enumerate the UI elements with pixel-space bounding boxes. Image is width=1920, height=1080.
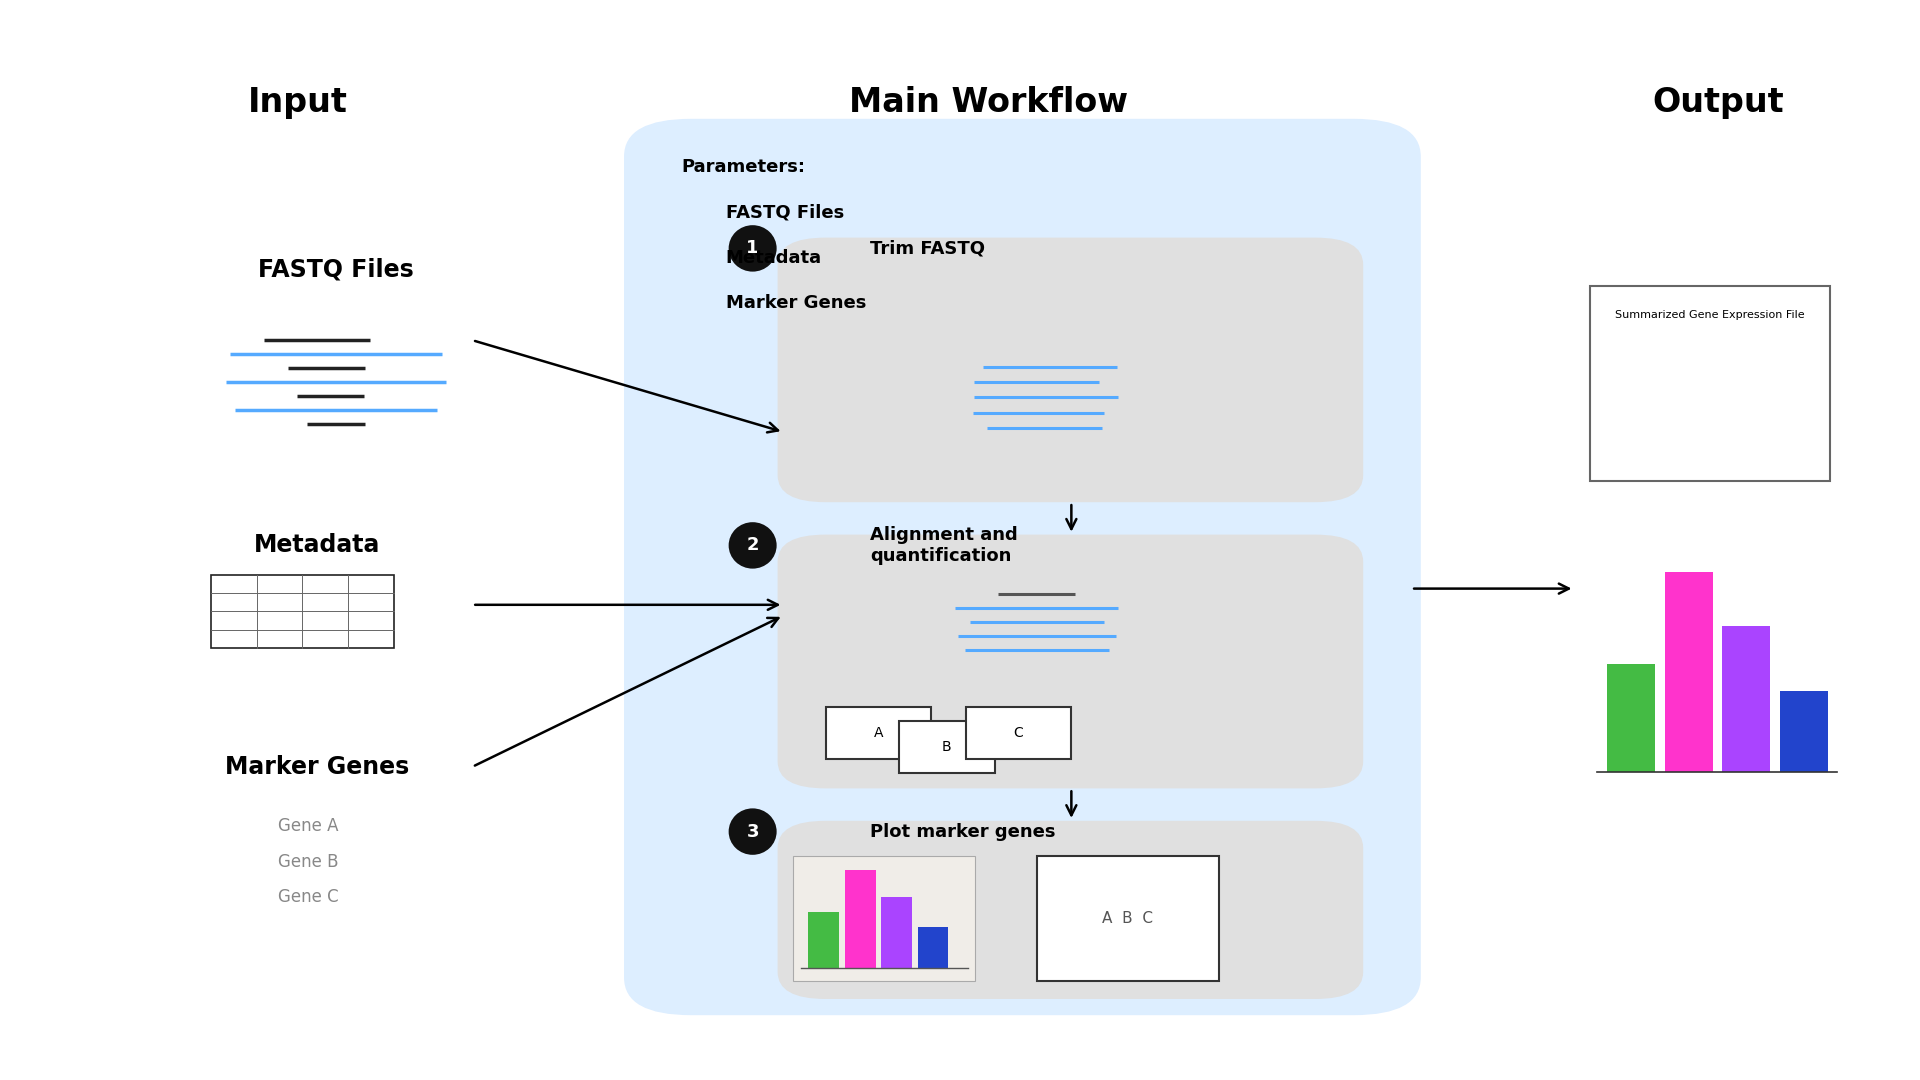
Text: C: C (1014, 727, 1023, 740)
FancyBboxPatch shape (778, 238, 1363, 502)
Text: Plot marker genes: Plot marker genes (870, 823, 1056, 840)
Bar (808, 912, 839, 968)
Text: Parameters:: Parameters: (682, 159, 806, 176)
Text: Metadata: Metadata (253, 534, 380, 557)
Text: 2: 2 (747, 537, 758, 554)
Bar (881, 897, 912, 968)
Text: A  B  C: A B C (1102, 912, 1154, 926)
Text: Metadata: Metadata (726, 249, 822, 267)
Text: Marker Genes: Marker Genes (726, 295, 866, 312)
Bar (1037, 856, 1219, 981)
Ellipse shape (730, 225, 776, 271)
Text: FASTQ Files: FASTQ Files (257, 258, 415, 282)
FancyBboxPatch shape (624, 119, 1421, 1015)
Text: A: A (874, 727, 883, 740)
Bar (966, 707, 1071, 759)
Text: B: B (941, 741, 952, 754)
Text: Input: Input (248, 86, 348, 119)
Bar (1665, 572, 1713, 772)
Text: Summarized Gene Expression File: Summarized Gene Expression File (1615, 310, 1805, 320)
Ellipse shape (730, 808, 776, 855)
Ellipse shape (730, 522, 776, 568)
Text: FASTQ Files: FASTQ Files (726, 204, 845, 221)
Text: 1: 1 (747, 240, 758, 257)
Bar (211, 575, 394, 648)
FancyBboxPatch shape (778, 821, 1363, 999)
Text: Trim FASTQ: Trim FASTQ (870, 240, 985, 257)
Bar (1722, 626, 1770, 772)
Bar (899, 721, 995, 773)
Bar (845, 870, 876, 968)
Text: Gene A: Gene A (278, 818, 340, 835)
Bar (826, 707, 931, 759)
Text: Main Workflow: Main Workflow (849, 86, 1129, 119)
Text: Gene B: Gene B (278, 853, 340, 870)
Text: 3: 3 (747, 823, 758, 840)
Bar (793, 856, 975, 981)
FancyBboxPatch shape (778, 535, 1363, 788)
Text: Output: Output (1653, 86, 1784, 119)
Text: Marker Genes: Marker Genes (225, 755, 409, 779)
Bar (1780, 691, 1828, 772)
Bar (1607, 664, 1655, 772)
Text: Gene C: Gene C (278, 889, 340, 906)
Bar (1590, 286, 1830, 481)
Text: Alignment and
quantification: Alignment and quantification (870, 526, 1018, 565)
Bar (918, 927, 948, 968)
